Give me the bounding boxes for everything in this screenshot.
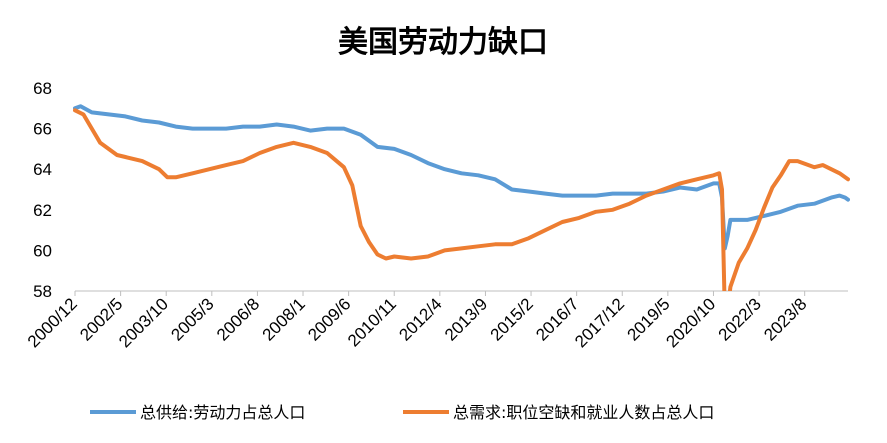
x-tick-label: 2003/10 [115, 294, 172, 351]
x-tick-label: 2022/3 [715, 294, 765, 344]
legend: 总供给:劳动力占总人口 总需求:职位空缺和就业人数占总人口 [90, 403, 714, 422]
y-tick-label: 60 [33, 241, 52, 260]
y-tick-label: 62 [33, 201, 52, 220]
x-tick-label: 2010/11 [344, 294, 400, 350]
chart-title: 美国劳动力缺口 [338, 25, 548, 60]
x-tick-label: 2006/8 [213, 294, 263, 344]
x-tick-label: 2017/12 [571, 294, 628, 351]
x-tick-label: 2005/3 [167, 294, 217, 344]
legend-label-demand: 总需求:职位空缺和就业人数占总人口 [453, 403, 714, 422]
x-tick-label: 2008/1 [259, 294, 309, 344]
y-axis: 58 60 62 64 66 68 [33, 79, 52, 301]
legend-label-supply: 总供给:劳动力占总人口 [140, 403, 305, 422]
x-axis: 2000/122002/52003/102005/32006/82008/120… [24, 290, 848, 351]
x-tick-label: 2012/4 [395, 294, 445, 344]
x-tick-label: 2015/2 [487, 294, 537, 344]
demand-series-line [73, 108, 850, 291]
x-tick-label: 2020/10 [662, 294, 719, 351]
supply-series-line [73, 104, 850, 251]
y-tick-label: 64 [33, 160, 52, 179]
series-layer [73, 104, 850, 291]
y-tick-label: 68 [33, 79, 52, 98]
x-tick-label: 2013/9 [441, 294, 491, 344]
y-tick-label: 58 [33, 282, 52, 301]
x-tick-label: 2000/12 [24, 294, 81, 351]
x-tick-label: 2023/8 [760, 294, 810, 344]
y-tick-label: 66 [33, 120, 52, 139]
